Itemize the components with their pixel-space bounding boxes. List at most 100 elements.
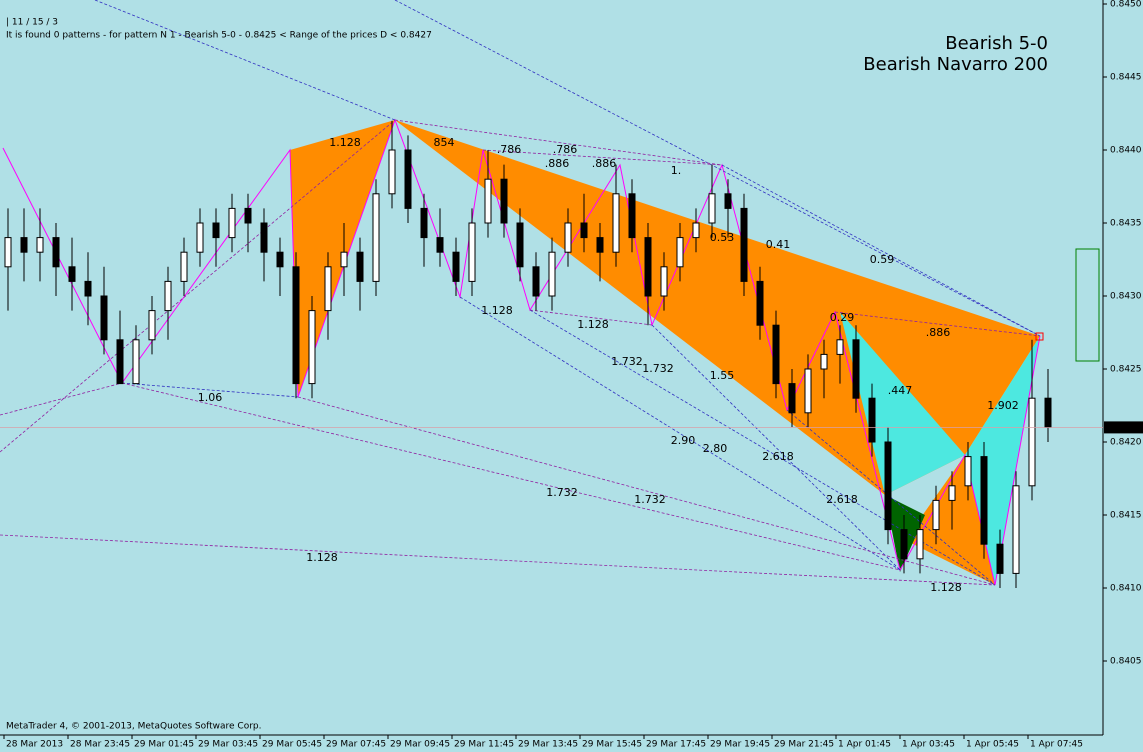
x-tick-label: 1 Apr 05:45 bbox=[966, 740, 1019, 750]
y-tick-label: 0.8420 bbox=[1110, 438, 1142, 448]
candle-body bbox=[596, 237, 604, 253]
ratio-label: 1.732 bbox=[642, 362, 674, 375]
candle-body bbox=[308, 310, 316, 385]
header: | 11 / 15 / 3 bbox=[6, 18, 58, 28]
pattern-fill bbox=[840, 312, 965, 495]
x-tick-label: 29 Mar 13:45 bbox=[518, 740, 578, 750]
candle-body bbox=[404, 149, 412, 209]
candle-body bbox=[644, 237, 652, 297]
candle-body bbox=[900, 529, 908, 560]
candle-body bbox=[420, 207, 428, 239]
ratio-label: 1.732 bbox=[634, 493, 666, 506]
y-tick-label: 0.8440 bbox=[1110, 146, 1142, 156]
ratio-label: .786 bbox=[497, 143, 522, 156]
pattern-labels: 1.128 854.786.786.886.8861.0.530.410.591.… bbox=[198, 136, 1019, 594]
x-tick-label: 29 Mar 15:45 bbox=[582, 740, 642, 750]
ratio-label: 2.90 bbox=[671, 434, 696, 447]
y-tick-label: 0.8425 bbox=[1110, 365, 1142, 375]
ratio-label: 1.128 bbox=[577, 318, 609, 331]
candle-body bbox=[372, 193, 380, 282]
ratio-label: .786 bbox=[553, 143, 578, 156]
candle-body bbox=[500, 178, 508, 224]
candle-body bbox=[676, 237, 684, 268]
ratio-label: 0.29 bbox=[830, 311, 855, 324]
y-tick-label: 0.8410 bbox=[1110, 584, 1142, 594]
candle-body bbox=[692, 222, 700, 239]
ratio-label: 1. bbox=[671, 164, 682, 177]
candle-body bbox=[292, 266, 300, 385]
candle-body bbox=[52, 237, 60, 268]
candle-body bbox=[324, 266, 332, 312]
candle-body bbox=[116, 339, 124, 385]
ratio-label: 1.06 bbox=[198, 391, 223, 404]
ratio-label: .886 bbox=[545, 157, 570, 170]
x-tick-label: 29 Mar 17:45 bbox=[646, 740, 706, 750]
status-text: It is found 0 patterns - for pattern N 1… bbox=[6, 31, 432, 41]
x-tick-label: 29 Mar 09:45 bbox=[390, 740, 450, 750]
x-tick-label: 1 Apr 01:45 bbox=[838, 740, 891, 750]
x-tick-label: 1 Apr 07:45 bbox=[1030, 740, 1083, 750]
x-tick-label: 29 Mar 05:45 bbox=[262, 740, 322, 750]
ratio-label: 1.128 bbox=[481, 304, 513, 317]
pattern-name: Bearish 5-0 bbox=[945, 33, 1048, 54]
ratio-label: 1.128 bbox=[306, 551, 338, 564]
x-tick-label: 29 Mar 07:45 bbox=[326, 740, 386, 750]
x-tick-label: 29 Mar 03:45 bbox=[198, 740, 258, 750]
candle-body bbox=[356, 251, 364, 282]
y-tick-label: 0.8430 bbox=[1110, 292, 1142, 302]
candle-body bbox=[788, 383, 796, 414]
y-tick-label: 0.8405 bbox=[1110, 657, 1142, 667]
bid-box bbox=[1104, 421, 1143, 434]
candles bbox=[4, 120, 1052, 588]
candle-body bbox=[20, 237, 28, 253]
candle-body bbox=[180, 251, 188, 282]
candle-body bbox=[1028, 397, 1036, 487]
candle-body bbox=[724, 193, 732, 209]
x-tick-label: 1 Apr 03:45 bbox=[902, 740, 955, 750]
ratio-label: 2.80 bbox=[703, 442, 728, 455]
bid-label: 0.8421 bbox=[1108, 423, 1140, 433]
candle-body bbox=[916, 529, 924, 560]
candle-body bbox=[820, 353, 828, 370]
candle-body bbox=[548, 251, 556, 297]
dashed-lines bbox=[94, 0, 1041, 586]
pattern-name: Bearish Navarro 200 bbox=[863, 54, 1048, 75]
x-tick-label: 29 Mar 19:45 bbox=[710, 740, 770, 750]
candle-body bbox=[532, 266, 540, 297]
candle-body bbox=[68, 266, 76, 282]
candle-body bbox=[484, 178, 492, 224]
candle-body bbox=[468, 222, 476, 282]
candle-body bbox=[1044, 397, 1052, 428]
candle-body bbox=[980, 456, 988, 545]
candle-body bbox=[244, 207, 252, 224]
candle-body bbox=[196, 222, 204, 253]
x-tick-label: 28 Mar 23:45 bbox=[70, 740, 130, 750]
candle-body bbox=[708, 193, 716, 224]
footer: MetaTrader 4, © 2001-2013, MetaQuotes So… bbox=[6, 722, 262, 732]
ratio-lines bbox=[0, 119, 1041, 586]
point-marker bbox=[1035, 332, 1044, 341]
ratio-label: 1.732 bbox=[611, 355, 643, 368]
candle-body bbox=[260, 222, 268, 253]
price-scale bbox=[1103, 0, 1143, 752]
x-tick-label: 28 Mar 2013 bbox=[6, 740, 63, 750]
candle-body bbox=[100, 295, 108, 341]
ratio-label: 854 bbox=[434, 136, 455, 149]
candle-body bbox=[36, 237, 44, 253]
ratio-label: 1.732 bbox=[546, 486, 578, 499]
candle-body bbox=[836, 339, 844, 355]
candle-body bbox=[612, 193, 620, 253]
candle-body bbox=[996, 543, 1004, 574]
ratio-label: 1.128 bbox=[329, 136, 361, 149]
candle-body bbox=[884, 441, 892, 531]
candle-body bbox=[132, 339, 140, 385]
ratio-label: 0.53 bbox=[710, 231, 735, 244]
candle-body bbox=[164, 280, 172, 312]
y-tick-label: 0.8415 bbox=[1110, 511, 1142, 521]
candle-body bbox=[212, 222, 220, 239]
candle-body bbox=[756, 280, 764, 326]
ratio-label: 0.59 bbox=[870, 253, 895, 266]
y-tick-label: 0.8445 bbox=[1110, 73, 1142, 83]
